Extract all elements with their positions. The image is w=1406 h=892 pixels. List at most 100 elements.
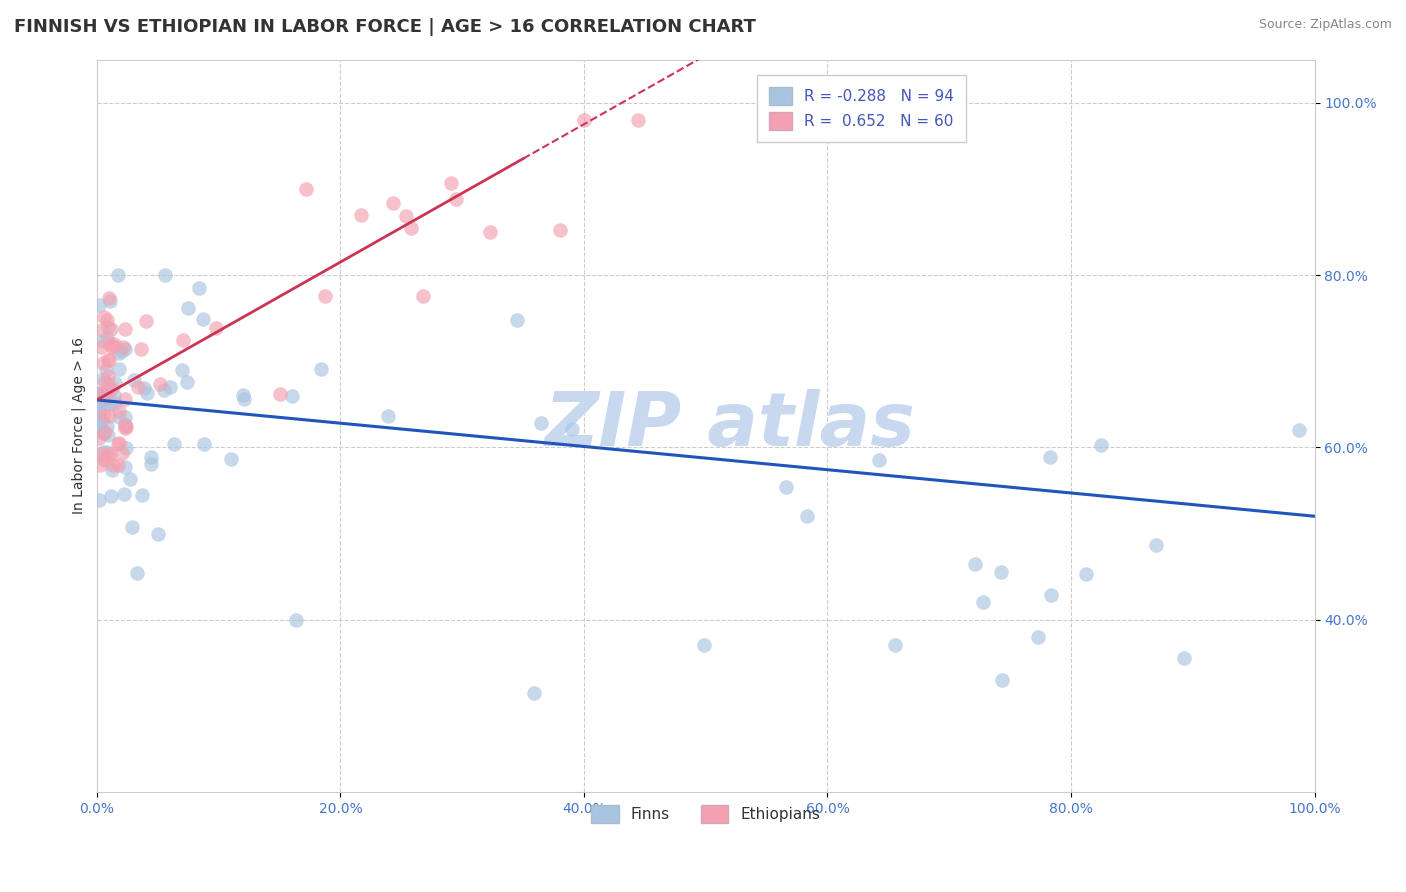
Point	[172, 363, 194, 377]
Point	[98, 335, 121, 350]
Point	[176, 376, 198, 390]
Point	[107, 458, 129, 472]
Point	[965, 557, 987, 571]
Point	[377, 409, 399, 423]
Point	[91, 323, 114, 337]
Point	[91, 334, 114, 349]
Point	[96, 313, 118, 327]
Point	[285, 613, 308, 627]
Text: FINNISH VS ETHIOPIAN IN LABOR FORCE | AGE > 16 CORRELATION CHART: FINNISH VS ETHIOPIAN IN LABOR FORCE | AG…	[14, 18, 756, 36]
Point	[91, 356, 114, 370]
Point	[146, 527, 169, 541]
Point	[93, 425, 115, 440]
Point	[309, 361, 332, 376]
Point	[89, 386, 111, 401]
Point	[112, 487, 135, 501]
Text: ZIP atlas: ZIP atlas	[544, 389, 915, 462]
Point	[1040, 588, 1063, 602]
Point	[97, 352, 120, 367]
Point	[96, 419, 118, 434]
Point	[103, 458, 125, 472]
Point	[1026, 630, 1049, 644]
Point	[114, 343, 136, 357]
Point	[108, 346, 131, 360]
Point	[141, 450, 163, 465]
Point	[91, 388, 114, 402]
Point	[139, 458, 162, 472]
Point	[1288, 423, 1310, 437]
Point	[89, 431, 111, 445]
Point	[159, 380, 181, 394]
Point	[281, 389, 304, 403]
Point	[91, 445, 114, 459]
Point	[104, 376, 127, 390]
Point	[90, 340, 112, 354]
Point	[98, 294, 121, 309]
Point	[775, 479, 797, 493]
Legend: Finns, Ethiopians: Finns, Ethiopians	[579, 792, 832, 836]
Y-axis label: In Labor Force | Age > 16: In Labor Force | Age > 16	[72, 337, 86, 515]
Point	[93, 426, 115, 441]
Point	[135, 313, 157, 327]
Point	[98, 448, 121, 462]
Point	[155, 268, 177, 282]
Point	[94, 375, 117, 389]
Point	[132, 380, 155, 394]
Point	[1173, 651, 1195, 665]
Point	[100, 489, 122, 503]
Point	[232, 388, 254, 402]
Point	[991, 673, 1014, 687]
Point	[93, 408, 115, 422]
Point	[529, 417, 551, 431]
Point	[114, 441, 136, 455]
Point	[114, 392, 136, 406]
Point	[163, 437, 186, 451]
Point	[96, 331, 118, 345]
Point	[478, 225, 501, 239]
Point	[100, 381, 122, 395]
Point	[89, 403, 111, 417]
Point	[129, 342, 152, 356]
Point	[108, 404, 131, 418]
Point	[121, 520, 143, 534]
Point	[350, 208, 373, 222]
Point	[548, 223, 571, 237]
Point	[91, 372, 114, 386]
Point	[89, 387, 111, 401]
Point	[94, 396, 117, 410]
Point	[990, 565, 1012, 579]
Point	[1090, 438, 1112, 452]
Point	[96, 444, 118, 458]
Point	[97, 409, 120, 423]
Point	[1039, 450, 1062, 465]
Point	[97, 377, 120, 392]
Point	[100, 396, 122, 410]
Point	[90, 447, 112, 461]
Point	[269, 387, 291, 401]
Point	[94, 452, 117, 467]
Point	[97, 368, 120, 383]
Point	[572, 112, 595, 127]
Point	[314, 288, 336, 302]
Point	[205, 321, 228, 335]
Point	[114, 459, 136, 474]
Point	[96, 363, 118, 377]
Point	[149, 377, 172, 392]
Point	[103, 396, 125, 410]
Point	[382, 195, 405, 210]
Point	[91, 452, 114, 467]
Point	[97, 320, 120, 334]
Point	[93, 393, 115, 408]
Text: Source: ZipAtlas.com: Source: ZipAtlas.com	[1258, 18, 1392, 31]
Point	[94, 425, 117, 439]
Point	[108, 410, 131, 425]
Point	[115, 420, 138, 434]
Point	[97, 428, 120, 442]
Point	[103, 388, 125, 402]
Point	[506, 312, 529, 326]
Point	[446, 192, 468, 206]
Point	[972, 595, 994, 609]
Point	[153, 383, 176, 397]
Point	[89, 386, 111, 401]
Point	[177, 301, 200, 315]
